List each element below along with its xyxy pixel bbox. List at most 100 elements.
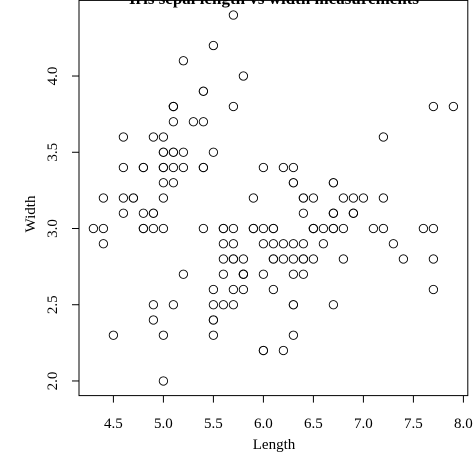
point <box>208 330 219 340</box>
point <box>288 330 299 340</box>
point <box>368 223 379 234</box>
point <box>178 162 189 173</box>
plot-frame <box>78 0 469 397</box>
point <box>308 193 319 203</box>
x-tick-label: 5.0 <box>154 416 173 432</box>
point <box>118 208 129 218</box>
point <box>228 101 239 112</box>
point <box>258 269 269 279</box>
x-tick-label: 6.5 <box>304 416 323 432</box>
point <box>328 300 339 310</box>
point <box>398 254 409 264</box>
point <box>378 223 389 234</box>
point <box>278 239 289 249</box>
point <box>158 193 169 203</box>
point <box>228 10 239 20</box>
point <box>278 254 289 264</box>
point <box>118 162 129 173</box>
point <box>338 254 349 264</box>
point <box>218 223 229 234</box>
point <box>248 193 259 203</box>
point <box>198 162 209 173</box>
point <box>98 193 109 203</box>
chart-title: Iris sepal length vs width measurements <box>129 0 419 8</box>
point <box>108 330 119 340</box>
point <box>168 147 179 157</box>
point <box>218 239 229 249</box>
point <box>358 193 369 203</box>
point <box>238 71 249 81</box>
point <box>418 223 429 234</box>
x-tick-label: 6.0 <box>254 416 273 432</box>
point <box>268 254 279 264</box>
point <box>278 162 289 173</box>
point <box>148 315 159 325</box>
point <box>208 284 219 295</box>
x-tick-label: 5.5 <box>204 416 223 432</box>
point <box>98 223 109 234</box>
point <box>118 193 129 203</box>
point <box>148 132 159 142</box>
point <box>198 223 209 234</box>
point <box>228 239 239 249</box>
point <box>338 193 349 203</box>
point <box>138 208 149 218</box>
point <box>218 269 229 279</box>
point <box>328 178 339 188</box>
y-tick-label: 3.0 <box>45 219 61 238</box>
point <box>258 223 269 234</box>
y-tick-label: 3.5 <box>45 143 61 162</box>
point <box>158 178 169 188</box>
point <box>198 86 209 96</box>
point <box>218 254 229 264</box>
point <box>448 101 459 112</box>
point <box>208 300 219 310</box>
point <box>168 178 179 188</box>
point <box>268 223 279 234</box>
point <box>168 300 179 310</box>
point <box>178 269 189 279</box>
point <box>238 269 249 279</box>
point <box>328 223 339 234</box>
point <box>288 239 299 249</box>
point <box>258 239 269 249</box>
point <box>258 345 269 356</box>
point <box>138 223 149 234</box>
point <box>298 193 309 203</box>
point <box>298 239 309 249</box>
point <box>158 132 169 142</box>
point <box>288 269 299 279</box>
point <box>298 254 309 264</box>
point <box>218 300 229 310</box>
point <box>208 315 219 325</box>
point <box>168 162 179 173</box>
point <box>188 117 199 127</box>
point <box>328 208 339 218</box>
point <box>208 147 219 157</box>
point <box>158 162 169 173</box>
point <box>288 300 299 310</box>
point <box>388 239 399 249</box>
x-tick-label: 8.0 <box>454 416 473 432</box>
point <box>158 376 169 386</box>
point <box>248 223 259 234</box>
point <box>238 284 249 295</box>
point <box>168 101 179 112</box>
point <box>288 162 299 173</box>
y-axis-label: Width <box>23 195 39 232</box>
point <box>348 193 359 203</box>
point <box>268 284 279 295</box>
x-axis-label: Length <box>253 437 296 453</box>
point <box>148 208 159 218</box>
point <box>228 223 239 234</box>
point <box>378 193 389 203</box>
point <box>298 269 309 279</box>
point <box>158 147 169 157</box>
point <box>228 254 239 264</box>
point <box>198 117 209 127</box>
point <box>128 193 139 203</box>
x-tick-label: 7.5 <box>404 416 423 432</box>
point <box>308 254 319 264</box>
point <box>428 223 439 234</box>
